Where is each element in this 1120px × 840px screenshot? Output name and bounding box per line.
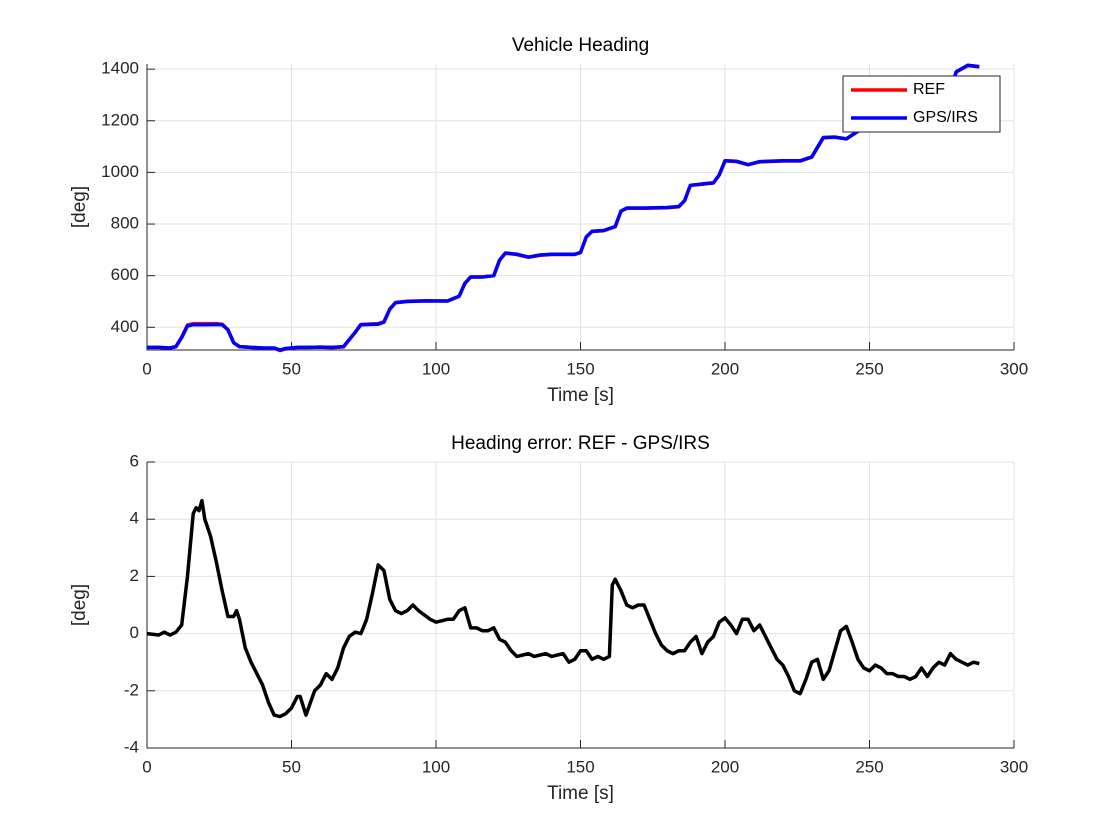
axis-line bbox=[146, 462, 1014, 749]
y-tick-label: 4 bbox=[130, 509, 139, 528]
data-line bbox=[146, 498, 980, 719]
y-tick-label: 0 bbox=[130, 623, 139, 642]
x-tick-label: 200 bbox=[711, 359, 739, 378]
x-tick-label: 300 bbox=[1000, 359, 1028, 378]
y-tick-label: 1400 bbox=[101, 59, 139, 78]
legend-label: REF bbox=[913, 81, 945, 98]
x-tick-label: 100 bbox=[422, 757, 450, 776]
data-line bbox=[147, 63, 980, 352]
y-tick-label: -2 bbox=[124, 680, 139, 699]
x-tick-label: 50 bbox=[282, 359, 301, 378]
x-tick-label: 0 bbox=[142, 359, 151, 378]
y-axis-label: [deg] bbox=[69, 186, 90, 228]
axis-line bbox=[146, 64, 1014, 351]
y-tick-label: 600 bbox=[111, 265, 139, 284]
x-axis-label: Time [s] bbox=[547, 385, 614, 406]
chart-title: Heading error: REF - GPS/IRS bbox=[451, 433, 710, 454]
legend-box bbox=[842, 75, 1001, 133]
y-tick-label: -4 bbox=[124, 737, 139, 756]
y-tick-label: 6 bbox=[130, 451, 139, 470]
x-tick-label: 50 bbox=[282, 757, 301, 776]
x-tick-label: 300 bbox=[1000, 757, 1028, 776]
x-tick-label: 250 bbox=[855, 757, 883, 776]
y-tick-label: 2 bbox=[130, 566, 139, 585]
x-tick-label: 150 bbox=[566, 359, 594, 378]
subplot: 0 50 100 150 200 250 300 -4 -2 0 2 4 6 Heading error:… bbox=[69, 433, 1028, 804]
x-tick-label: 250 bbox=[855, 359, 883, 378]
y-tick-label: 400 bbox=[111, 317, 139, 336]
x-axis-label: Time [s] bbox=[547, 783, 614, 804]
x-tick-label: 100 bbox=[422, 359, 450, 378]
chart-title: Vehicle Heading bbox=[512, 35, 649, 56]
y-tick-label: 1000 bbox=[101, 162, 139, 181]
x-tick-label: 0 bbox=[142, 757, 151, 776]
legend: REF GPS/IRS bbox=[842, 75, 1001, 133]
x-tick-label: 200 bbox=[711, 757, 739, 776]
x-tick-label: 150 bbox=[566, 757, 594, 776]
y-tick-label: 800 bbox=[111, 214, 139, 233]
legend-label: GPS/IRS bbox=[913, 109, 978, 126]
subplot: 0 50 100 150 200 250 300 400 600 800 1000 1200 1400 V… bbox=[69, 35, 1028, 406]
y-tick-label: 1200 bbox=[101, 110, 139, 129]
y-axis-label: [deg] bbox=[69, 584, 90, 626]
